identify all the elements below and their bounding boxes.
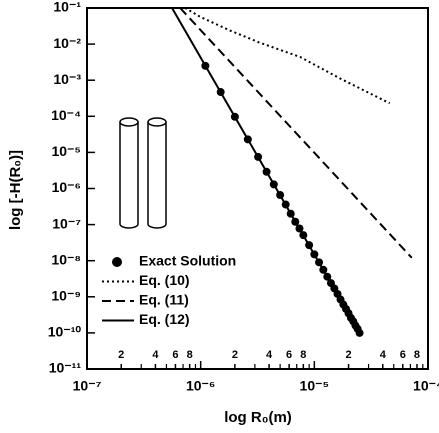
x-tick-label: 2 bbox=[118, 349, 124, 361]
y-tick-label: 10⁻⁵ bbox=[51, 143, 81, 159]
y-axis-label: log [-H(R₀)] bbox=[7, 150, 24, 230]
legend-label: Eq. (12) bbox=[139, 311, 190, 327]
legend-label: Eq. (10) bbox=[139, 272, 190, 288]
y-tick-label: 10⁻⁷ bbox=[52, 215, 81, 231]
legend-label: Eq. (11) bbox=[139, 292, 189, 308]
series-line bbox=[179, 7, 413, 259]
series-line bbox=[184, 7, 391, 105]
y-tick-label: 10⁻¹⁰ bbox=[48, 324, 82, 340]
y-tick-label: 10⁻¹ bbox=[53, 0, 81, 15]
x-tick-label: 4 bbox=[152, 349, 159, 361]
y-tick-label: 10⁻⁴ bbox=[51, 107, 81, 123]
x-tick-label: 6 bbox=[286, 349, 292, 361]
cylinder-body bbox=[119, 122, 139, 229]
x-tick-label: 8 bbox=[414, 349, 420, 361]
series-line bbox=[171, 7, 361, 334]
cylinder-body bbox=[147, 122, 167, 229]
y-tick-label: 10⁻⁹ bbox=[51, 288, 81, 304]
x-tick-label: 8 bbox=[187, 349, 193, 361]
x-tick-label: 4 bbox=[266, 349, 273, 361]
legend-marker bbox=[112, 257, 122, 267]
x-tick-label: 4 bbox=[380, 349, 387, 361]
x-tick-label: 2 bbox=[345, 349, 351, 361]
y-tick-label: 10⁻¹¹ bbox=[49, 360, 82, 376]
y-tick-label: 10⁻⁶ bbox=[52, 179, 81, 195]
cylinder-top bbox=[119, 117, 139, 127]
legend-label: Exact Solution bbox=[139, 253, 236, 269]
x-tick-label: 6 bbox=[400, 349, 406, 361]
x-tick-label: 8 bbox=[300, 349, 306, 361]
y-tick-label: 10⁻² bbox=[53, 35, 81, 51]
x-axis-label: log R₀(m) bbox=[224, 409, 292, 426]
x-tick-label: 10⁻⁴ bbox=[413, 378, 439, 394]
cylinder-top bbox=[147, 117, 167, 127]
y-tick-label: 10⁻⁸ bbox=[51, 251, 81, 267]
x-tick-label: 10⁻⁶ bbox=[186, 378, 215, 394]
x-tick-label: 10⁻⁷ bbox=[73, 378, 102, 394]
cylinders bbox=[119, 117, 167, 229]
x-tick-label: 2 bbox=[232, 349, 238, 361]
x-tick-label: 6 bbox=[172, 349, 178, 361]
y-tick-label: 10⁻³ bbox=[53, 71, 81, 87]
x-tick-label: 10⁻⁵ bbox=[300, 378, 330, 394]
